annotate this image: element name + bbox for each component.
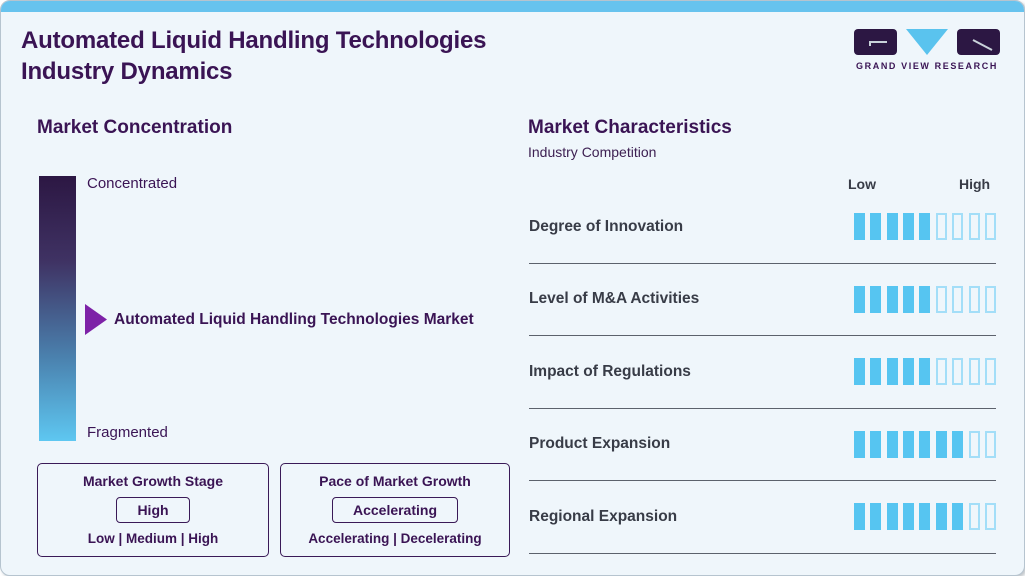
row-label: Degree of Innovation [529, 217, 684, 235]
market-concentration-title: Market Concentration [37, 117, 233, 138]
rating-segment-filled [853, 503, 865, 531]
rating-segment-filled [870, 358, 882, 386]
rating-segment-filled [935, 503, 947, 531]
characteristics-rows: Degree of Innovation Level of M&A Activi… [529, 191, 996, 554]
pace-title: Pace of Market Growth [319, 473, 471, 489]
rating-segment-filled [919, 213, 931, 241]
rating-segment-filled [886, 503, 898, 531]
rating-segment-empty [952, 213, 964, 241]
scale-label-concentrated: Concentrated [87, 175, 178, 192]
growth-stage-value: High [116, 497, 190, 523]
row-label: Impact of Regulations [529, 362, 691, 380]
rating-segment-empty [935, 358, 947, 386]
characteristic-row: Regional Expansion [529, 481, 996, 554]
rating-segment-empty [985, 503, 996, 531]
rating-segment-empty [952, 358, 964, 386]
rating-segment-filled [870, 285, 882, 313]
rating-segment-empty [968, 430, 980, 458]
rating-segment-filled [853, 430, 865, 458]
logo-v-icon [906, 29, 948, 55]
rating-segment-empty [968, 358, 980, 386]
market-characteristics-title: Market Characteristics [528, 117, 732, 138]
rating-bar [853, 213, 996, 241]
rating-segment-filled [903, 430, 915, 458]
rating-segment-filled [853, 213, 865, 241]
rating-segment-empty [935, 213, 947, 241]
rating-segment-filled [903, 503, 915, 531]
scale-label-low: Low [848, 176, 876, 192]
pace-options: Accelerating | Decelerating [308, 531, 482, 546]
top-accent-bar [1, 1, 1024, 12]
rating-segment-filled [886, 430, 898, 458]
growth-stage-options: Low | Medium | High [87, 531, 219, 546]
rating-segment-empty [985, 285, 996, 313]
rating-segment-filled [903, 358, 915, 386]
rating-segment-filled [870, 430, 882, 458]
row-label: Regional Expansion [529, 507, 678, 525]
characteristic-row: Level of M&A Activities [529, 264, 996, 336]
rating-bar [853, 503, 996, 531]
rating-bar [853, 358, 996, 386]
rating-segment-filled [870, 213, 882, 241]
rating-segment-filled [952, 430, 964, 458]
concentration-gradient-bar [39, 176, 76, 441]
rating-bar [853, 285, 996, 313]
market-growth-stage-box: Market Growth Stage High Low | Medium | … [37, 463, 269, 557]
rating-segment-filled [853, 358, 865, 386]
rating-segment-filled [870, 503, 882, 531]
scale-label-fragmented: Fragmented [87, 424, 168, 441]
scale-label-high: High [959, 176, 991, 192]
rating-segment-filled [903, 213, 915, 241]
rating-segment-empty [985, 213, 996, 241]
rating-segment-filled [919, 430, 931, 458]
market-position-marker: Automated Liquid Handling Technologies M… [85, 304, 474, 335]
page-title-line1: Automated Liquid Handling Technologies [21, 27, 487, 54]
rating-segment-empty [968, 503, 980, 531]
characteristic-row: Impact of Regulations [529, 336, 996, 409]
row-label: Product Expansion [529, 435, 671, 453]
growth-stage-title: Market Growth Stage [82, 473, 224, 489]
characteristic-row: Product Expansion [529, 409, 996, 481]
rating-segment-empty [968, 285, 980, 313]
logo-text: GRAND VIEW RESEARCH [856, 61, 998, 71]
rating-segment-empty [985, 430, 996, 458]
page-title-line2: Industry Dynamics [21, 58, 233, 85]
rating-segment-filled [952, 503, 964, 531]
arrow-right-icon [85, 304, 107, 335]
gvr-logo: GRAND VIEW RESEARCH [854, 29, 1000, 71]
pace-of-growth-box: Pace of Market Growth Accelerating Accel… [280, 463, 510, 557]
rating-segment-filled [919, 285, 931, 313]
rating-segment-filled [903, 285, 915, 313]
logo-r-icon [957, 29, 1000, 55]
characteristics-subtitle: Industry Competition [528, 144, 657, 160]
gvr-logo-marks [854, 29, 1000, 55]
rating-segment-empty [935, 285, 947, 313]
rating-segment-filled [935, 430, 947, 458]
characteristic-row: Degree of Innovation [529, 191, 996, 264]
rating-segment-filled [919, 358, 931, 386]
rating-segment-filled [853, 285, 865, 313]
rating-segment-empty [985, 358, 996, 386]
row-label: Level of M&A Activities [529, 290, 700, 308]
rating-segment-empty [968, 213, 980, 241]
rating-segment-filled [886, 358, 898, 386]
rating-segment-filled [919, 503, 931, 531]
rating-segment-filled [886, 213, 898, 241]
rating-segment-filled [886, 285, 898, 313]
rating-bar [853, 430, 996, 458]
page-title: Automated Liquid Handling Technologies I… [21, 25, 801, 87]
rating-segment-empty [952, 285, 964, 313]
pace-value: Accelerating [331, 497, 459, 523]
market-marker-label: Automated Liquid Handling Technologies M… [114, 310, 474, 328]
logo-g-icon [854, 29, 897, 55]
